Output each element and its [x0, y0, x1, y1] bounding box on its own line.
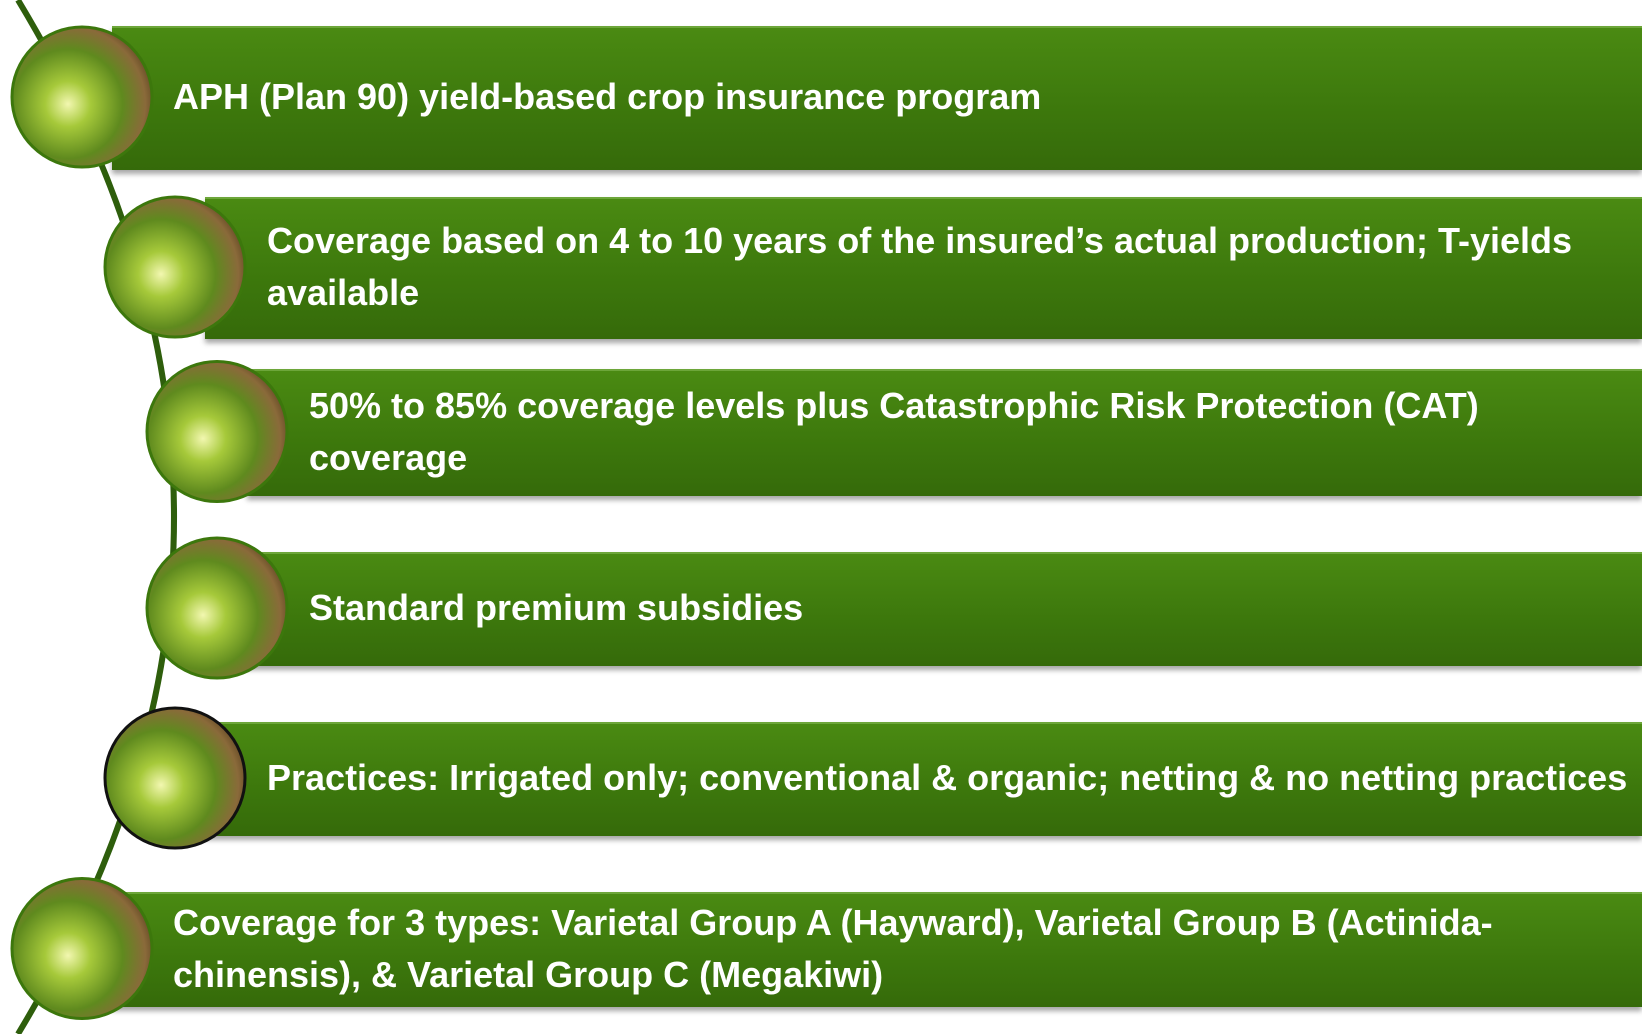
kiwi-circle [12, 879, 152, 1019]
list-item-text: Standard premium subsidies [309, 552, 1630, 664]
list-item-text: APH (Plan 90) yield-based crop insurance… [173, 26, 1630, 168]
kiwi-circle [105, 197, 245, 337]
kiwi-circle [147, 362, 287, 502]
page: APH (Plan 90) yield-based crop insurance… [0, 0, 1642, 1034]
list-item-text: 50% to 85% coverage levels plus Catastro… [309, 369, 1630, 494]
list-item-text: Coverage for 3 types: Varietal Group A (… [173, 892, 1630, 1005]
kiwi-circle [147, 538, 287, 678]
list-item-text: Practices: Irrigated only; conventional … [267, 722, 1630, 834]
kiwi-circle [105, 708, 245, 848]
list-item-text: Coverage based on 4 to 10 years of the i… [267, 197, 1630, 337]
kiwi-circle [12, 27, 152, 167]
vertical-curved-list: APH (Plan 90) yield-based crop insurance… [0, 0, 1642, 1034]
